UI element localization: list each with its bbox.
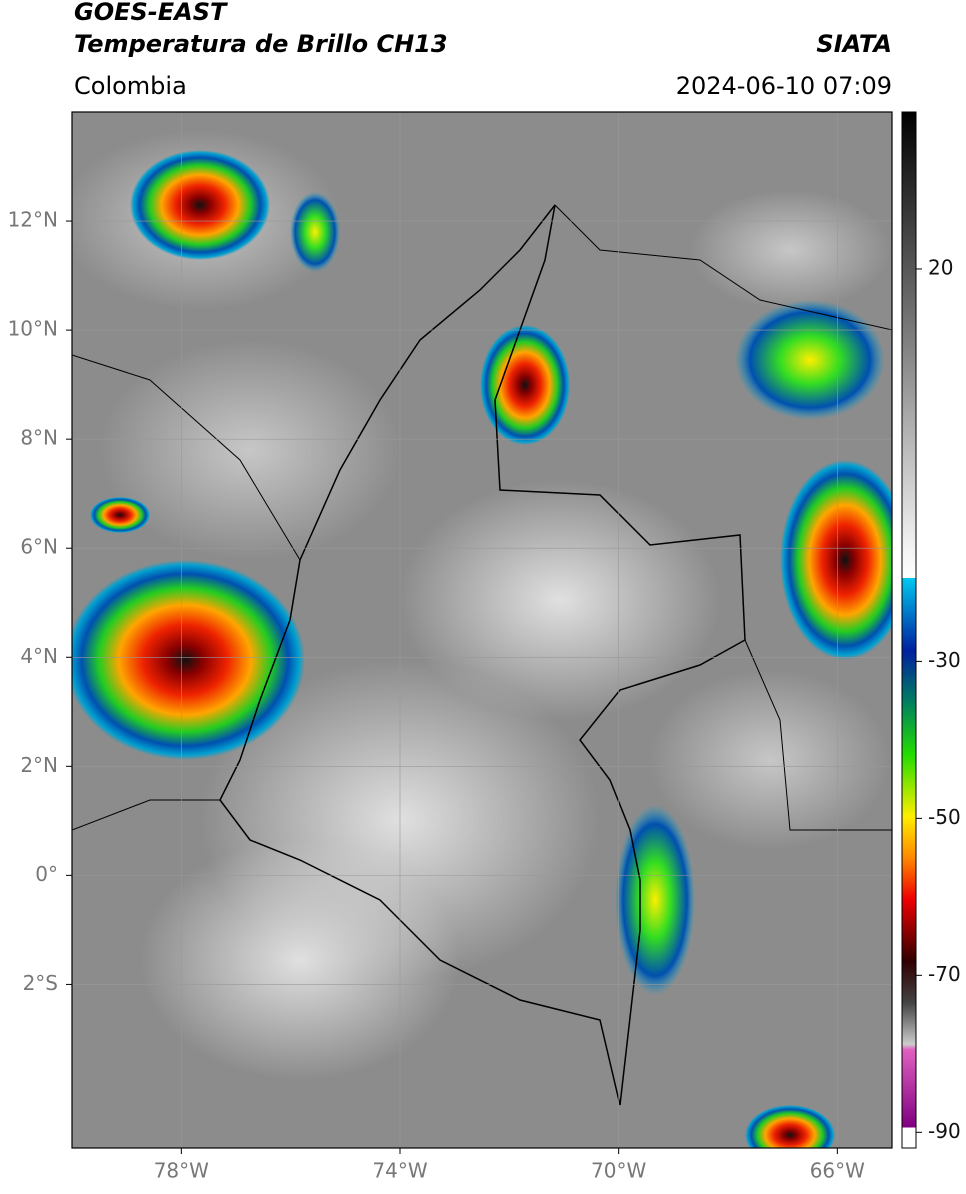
source: SIATA xyxy=(816,30,892,58)
map-frame xyxy=(71,111,893,1149)
colorbar-tick-label: 20 xyxy=(928,255,953,279)
colorbar xyxy=(901,111,917,1149)
datetime: 2024-06-10 07:09 xyxy=(676,72,892,100)
colorbar-tick-label: -70 xyxy=(928,962,961,986)
lat-tick-label: 2°S xyxy=(23,971,58,995)
colorbar-tick-label: -30 xyxy=(928,648,961,672)
lat-tick-label: 4°N xyxy=(20,644,58,668)
lon-tick-label: 70°W xyxy=(591,1159,646,1183)
lon-tick-label: 78°W xyxy=(154,1159,209,1183)
imagery xyxy=(72,112,892,1148)
lon-tick-label: 66°W xyxy=(810,1159,865,1183)
lat-tick-label: 0° xyxy=(35,862,58,886)
lat-tick-label: 2°N xyxy=(20,753,58,777)
lat-tick-label: 6°N xyxy=(20,535,58,559)
lat-tick-label: 12°N xyxy=(8,208,58,232)
lon-tick-label: 74°W xyxy=(372,1159,427,1183)
colorbar-tick-label: -90 xyxy=(928,1119,961,1143)
subtitle: Temperatura de Brillo CH13 xyxy=(74,30,448,58)
colorbar-tick-label: -50 xyxy=(928,805,961,829)
lat-tick-label: 10°N xyxy=(8,317,58,341)
region: Colombia xyxy=(74,72,187,100)
title: GOES-EAST xyxy=(74,0,228,26)
lat-tick-label: 8°N xyxy=(20,426,58,450)
grid xyxy=(72,112,892,1148)
